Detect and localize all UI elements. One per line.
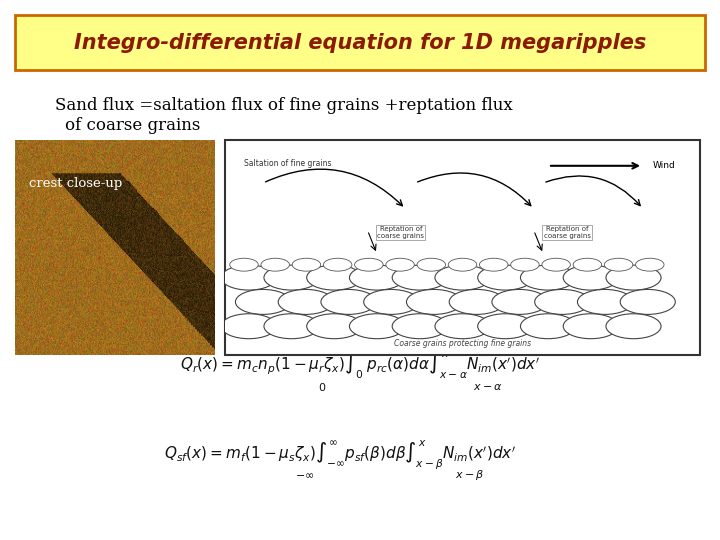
Circle shape: [386, 258, 414, 271]
Text: $-\infty$: $-\infty$: [295, 470, 315, 480]
Text: $Q_{sf}(x) = m_f (1 - \mu_s \zeta_x) \int_{-\infty}^{\infty} p_{sf}(\beta)d\beta: $Q_{sf}(x) = m_f (1 - \mu_s \zeta_x) \in…: [163, 438, 516, 471]
Circle shape: [477, 265, 533, 290]
Circle shape: [573, 258, 602, 271]
Circle shape: [264, 314, 319, 339]
Circle shape: [480, 258, 508, 271]
Circle shape: [435, 314, 490, 339]
Circle shape: [577, 289, 633, 314]
Text: Integro-differential equation for 1D megaripples: Integro-differential equation for 1D meg…: [74, 33, 646, 53]
Circle shape: [417, 258, 446, 271]
Circle shape: [604, 258, 633, 271]
Circle shape: [477, 314, 533, 339]
Circle shape: [264, 265, 319, 290]
Text: crest close-up: crest close-up: [29, 177, 122, 190]
Text: Reptation of
coarse grains: Reptation of coarse grains: [544, 226, 590, 239]
Circle shape: [307, 265, 362, 290]
Circle shape: [449, 258, 477, 271]
Circle shape: [435, 265, 490, 290]
Circle shape: [510, 258, 539, 271]
Text: Reptation of
coarse grains: Reptation of coarse grains: [377, 226, 424, 239]
Circle shape: [221, 314, 276, 339]
Text: $x - \alpha$: $x - \alpha$: [473, 382, 503, 392]
Circle shape: [323, 258, 352, 271]
Circle shape: [449, 289, 504, 314]
Circle shape: [392, 265, 447, 290]
Text: $0$: $0$: [318, 381, 326, 393]
Circle shape: [221, 265, 276, 290]
Text: $x - \beta$: $x - \beta$: [455, 468, 485, 482]
Circle shape: [261, 258, 289, 271]
Circle shape: [355, 258, 383, 271]
Circle shape: [364, 289, 419, 314]
Circle shape: [235, 289, 291, 314]
Circle shape: [563, 314, 618, 339]
Circle shape: [521, 314, 575, 339]
Circle shape: [292, 258, 320, 271]
Circle shape: [230, 258, 258, 271]
Circle shape: [349, 314, 405, 339]
Circle shape: [492, 289, 547, 314]
Text: $Q_r(x) = m_c n_p (1 - \mu_r \zeta_x) \int_0^{\infty} p_{rc}(\alpha)d\alpha \int: $Q_r(x) = m_c n_p (1 - \mu_r \zeta_x) \i…: [180, 349, 540, 381]
Text: Sand flux =saltation flux of fine grains +reptation flux: Sand flux =saltation flux of fine grains…: [55, 97, 513, 113]
Circle shape: [349, 265, 405, 290]
Circle shape: [606, 314, 661, 339]
Circle shape: [407, 289, 462, 314]
Circle shape: [321, 289, 376, 314]
Circle shape: [620, 289, 675, 314]
Circle shape: [542, 258, 570, 271]
Text: Saltation of fine grains: Saltation of fine grains: [244, 159, 331, 168]
Circle shape: [606, 265, 661, 290]
FancyBboxPatch shape: [15, 15, 705, 70]
Text: Coarse grains protecting fine grains: Coarse grains protecting fine grains: [394, 340, 531, 348]
Text: Wind: Wind: [652, 161, 675, 170]
Circle shape: [535, 289, 590, 314]
Circle shape: [563, 265, 618, 290]
Circle shape: [392, 314, 447, 339]
Text: of coarse grains: of coarse grains: [65, 117, 200, 133]
Circle shape: [278, 289, 333, 314]
Circle shape: [636, 258, 664, 271]
Circle shape: [307, 314, 362, 339]
Circle shape: [521, 265, 575, 290]
